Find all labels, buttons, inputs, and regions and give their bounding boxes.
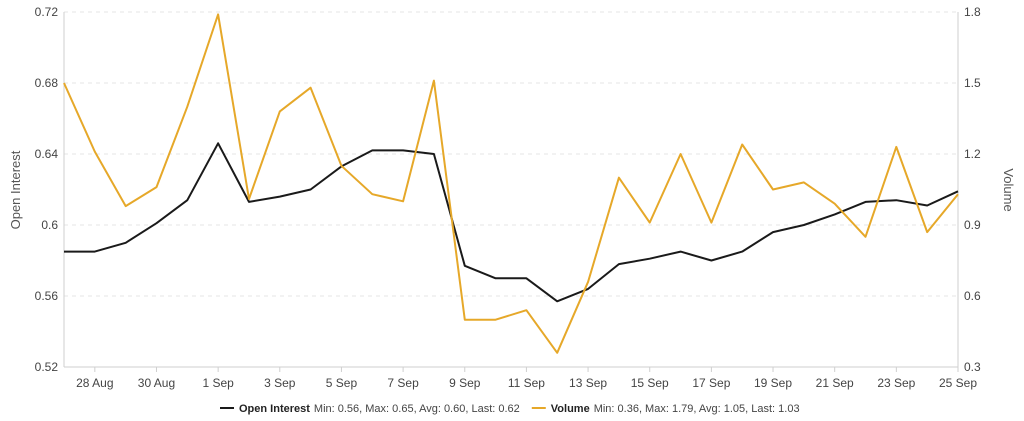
- left-axis-ticks: 0.52 0.56 0.6 0.64 0.68 0.72: [35, 5, 59, 374]
- legend-item-open-interest[interactable]: Open Interest Min: 0.56, Max: 0.65, Avg:…: [220, 403, 520, 415]
- left-tick-label: 0.68: [35, 76, 59, 90]
- x-tick-label: 17 Sep: [692, 376, 730, 390]
- x-tick-label: 13 Sep: [569, 376, 607, 390]
- x-tick-label: 30 Aug: [138, 376, 175, 390]
- left-tick-label: 0.56: [35, 289, 59, 303]
- x-tick-label: 11 Sep: [508, 376, 545, 390]
- right-axis-title: Volume: [1001, 168, 1016, 211]
- right-tick-label: 1.8: [964, 5, 981, 19]
- right-tick-label: 0.9: [964, 218, 981, 232]
- right-tick-label: 0.3: [964, 360, 981, 374]
- x-tick-label: 5 Sep: [326, 376, 358, 390]
- x-tick-label: 28 Aug: [76, 376, 113, 390]
- x-axis-ticks: 28 Aug 30 Aug 1 Sep 3 Sep 5 Sep 7 Sep 9 Sep 11 …: [76, 367, 977, 390]
- x-tick-label: 21 Sep: [816, 376, 854, 390]
- left-tick-label: 0.72: [35, 5, 59, 19]
- x-tick-label: 19 Sep: [754, 376, 792, 390]
- x-tick-label: 3 Sep: [264, 376, 296, 390]
- gridlines: [63, 11, 959, 368]
- right-tick-label: 0.6: [964, 289, 981, 303]
- legend[interactable]: Open Interest Min: 0.56, Max: 0.65, Avg:…: [220, 403, 800, 415]
- right-axis-ticks: 0.3 0.6 0.9 1.2 1.5 1.8: [964, 5, 981, 374]
- legend-item-volume[interactable]: Volume Min: 0.36, Max: 1.79, Avg: 1.05, …: [531, 403, 800, 415]
- x-tick-label: 23 Sep: [877, 376, 915, 390]
- legend-label-volume: Volume: [551, 403, 590, 415]
- series-lines: [63, 13, 959, 354]
- series-line-open-interest[interactable]: [64, 142, 959, 303]
- legend-label-open-interest: Open Interest: [239, 403, 310, 415]
- left-tick-label: 0.52: [35, 360, 59, 374]
- legend-stats-volume: Min: 0.36, Max: 1.79, Avg: 1.05, Last: 1…: [594, 403, 800, 415]
- series-line-volume[interactable]: [63, 13, 959, 354]
- x-tick-label: 15 Sep: [631, 376, 669, 390]
- right-tick-label: 1.2: [964, 147, 981, 161]
- x-tick-label: 25 Sep: [939, 376, 977, 390]
- left-tick-label: 0.6: [41, 218, 58, 232]
- left-tick-label: 0.64: [35, 147, 59, 161]
- x-tick-label: 7 Sep: [387, 376, 419, 390]
- legend-stats-open-interest: Min: 0.56, Max: 0.65, Avg: 0.60, Last: 0…: [314, 403, 520, 415]
- right-tick-label: 1.5: [964, 76, 981, 90]
- x-tick-label: 9 Sep: [449, 376, 481, 390]
- x-tick-label: 1 Sep: [202, 376, 234, 390]
- left-axis-title: Open Interest: [8, 150, 23, 229]
